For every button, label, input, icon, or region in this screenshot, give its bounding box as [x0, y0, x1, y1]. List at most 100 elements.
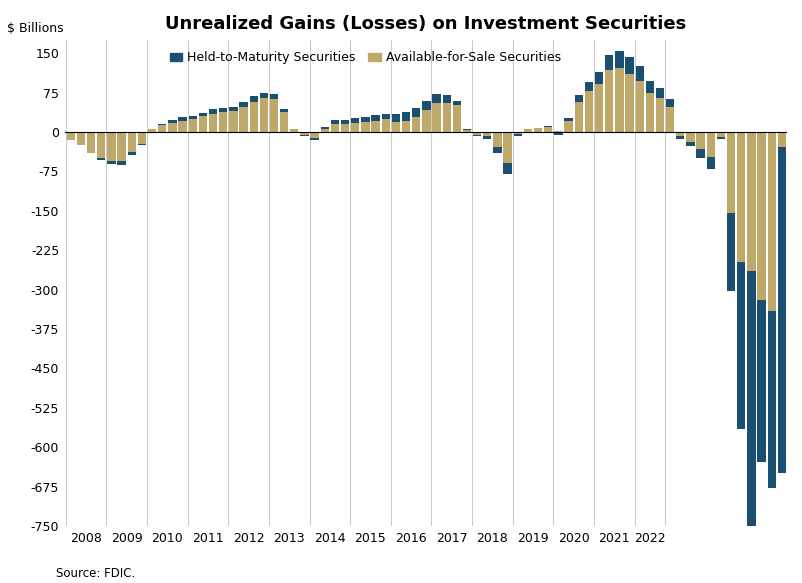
Bar: [443, 103, 451, 132]
Bar: [310, 132, 318, 138]
Bar: [382, 119, 390, 132]
Bar: [696, 149, 705, 159]
Bar: [178, 121, 187, 132]
Bar: [656, 98, 664, 132]
Bar: [422, 100, 431, 110]
Bar: [168, 122, 176, 132]
Bar: [432, 94, 440, 103]
Bar: [351, 118, 359, 122]
Bar: [330, 124, 339, 132]
Bar: [778, 132, 786, 147]
Bar: [757, 132, 766, 300]
Bar: [77, 132, 85, 145]
Title: Unrealized Gains (Losses) on Investment Securities: Unrealized Gains (Losses) on Investment …: [165, 15, 687, 33]
Bar: [321, 129, 329, 132]
Bar: [199, 113, 207, 116]
Bar: [676, 136, 684, 139]
Bar: [260, 93, 268, 98]
Bar: [727, 132, 735, 213]
Bar: [412, 117, 420, 132]
Bar: [565, 121, 573, 132]
Bar: [391, 121, 400, 132]
Bar: [687, 142, 695, 146]
Bar: [239, 101, 248, 107]
Bar: [199, 116, 207, 132]
Bar: [188, 119, 196, 132]
Bar: [513, 132, 522, 134]
Bar: [615, 51, 623, 68]
Bar: [676, 132, 684, 136]
Bar: [493, 147, 501, 153]
Bar: [219, 112, 227, 132]
Bar: [707, 132, 715, 157]
Bar: [747, 132, 755, 271]
Bar: [351, 122, 359, 132]
Bar: [513, 134, 522, 136]
Bar: [524, 132, 532, 133]
Bar: [463, 131, 471, 132]
Bar: [382, 114, 390, 119]
Bar: [310, 138, 318, 141]
Bar: [504, 132, 512, 163]
Bar: [117, 161, 126, 165]
Bar: [554, 131, 562, 132]
Bar: [158, 125, 166, 132]
Bar: [432, 103, 440, 132]
Bar: [666, 107, 674, 132]
Bar: [249, 101, 257, 132]
Bar: [269, 94, 278, 100]
Bar: [483, 136, 492, 139]
Bar: [656, 89, 664, 98]
Bar: [635, 80, 644, 132]
Bar: [768, 311, 776, 489]
Bar: [574, 95, 583, 101]
Bar: [626, 74, 634, 132]
Bar: [158, 124, 166, 125]
Bar: [97, 159, 105, 160]
Bar: [280, 112, 288, 132]
Bar: [290, 129, 298, 132]
Bar: [209, 114, 217, 132]
Bar: [483, 132, 492, 136]
Bar: [249, 96, 257, 101]
Bar: [128, 132, 136, 152]
Bar: [747, 271, 755, 583]
Bar: [544, 127, 553, 132]
Bar: [269, 100, 278, 132]
Bar: [168, 120, 176, 122]
Bar: [412, 108, 420, 117]
Bar: [107, 161, 115, 164]
Text: Source: FDIC.: Source: FDIC.: [56, 567, 136, 580]
Bar: [707, 157, 715, 169]
Bar: [371, 115, 379, 121]
Bar: [422, 110, 431, 132]
Bar: [280, 110, 288, 112]
Bar: [554, 132, 562, 135]
Bar: [239, 107, 248, 132]
Bar: [97, 132, 105, 159]
Bar: [493, 132, 501, 147]
Bar: [544, 126, 553, 127]
Bar: [727, 213, 735, 292]
Bar: [138, 143, 146, 145]
Bar: [300, 135, 309, 136]
Bar: [188, 116, 196, 119]
Bar: [67, 132, 75, 140]
Bar: [585, 91, 593, 132]
Bar: [605, 70, 614, 132]
Bar: [300, 132, 309, 135]
Text: $ Billions: $ Billions: [7, 22, 63, 35]
Bar: [737, 262, 745, 430]
Bar: [605, 55, 614, 70]
Bar: [717, 138, 725, 139]
Bar: [341, 124, 349, 132]
Bar: [768, 132, 776, 311]
Bar: [341, 120, 349, 124]
Bar: [504, 163, 512, 174]
Bar: [687, 132, 695, 142]
Bar: [463, 129, 471, 131]
Bar: [117, 132, 126, 161]
Bar: [402, 111, 410, 121]
Bar: [330, 120, 339, 124]
Bar: [778, 147, 786, 473]
